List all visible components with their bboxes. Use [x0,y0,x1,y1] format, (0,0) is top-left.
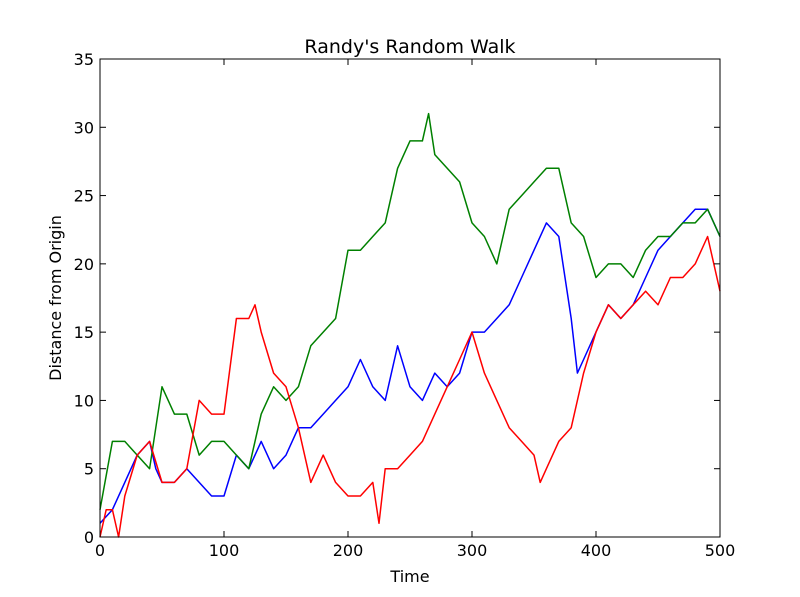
series-line-2 [99,112,721,510]
y-tick-label: 35 [74,50,94,69]
x-tick-label: 300 [457,541,488,560]
y-tick-label: 5 [84,460,94,479]
axis-ticks-group: 0 100 200 300 400 500 0 5 10 15 20 25 30 35 [74,50,736,560]
x-tick-label: 400 [581,541,612,560]
y-axis-label: Distance from Origin [46,215,65,381]
x-tick-label: 200 [333,541,364,560]
series-line-3 [99,235,721,538]
y-tick-label: 20 [74,255,94,274]
x-axis-label: Time [389,567,429,586]
plot-frame [99,58,721,538]
x-tick-label: 500 [705,541,736,560]
x-tick-label: 100 [209,541,240,560]
plot-series-group [99,112,721,538]
y-tick-label: 10 [74,391,94,410]
y-tick-label: 30 [74,118,94,137]
y-tick-label: 0 [84,528,94,547]
y-tick-label: 15 [74,323,94,342]
x-tick-label: 0 [95,541,105,560]
y-tick-label: 25 [74,187,94,206]
chart-title: Randy's Random Walk [304,36,515,58]
